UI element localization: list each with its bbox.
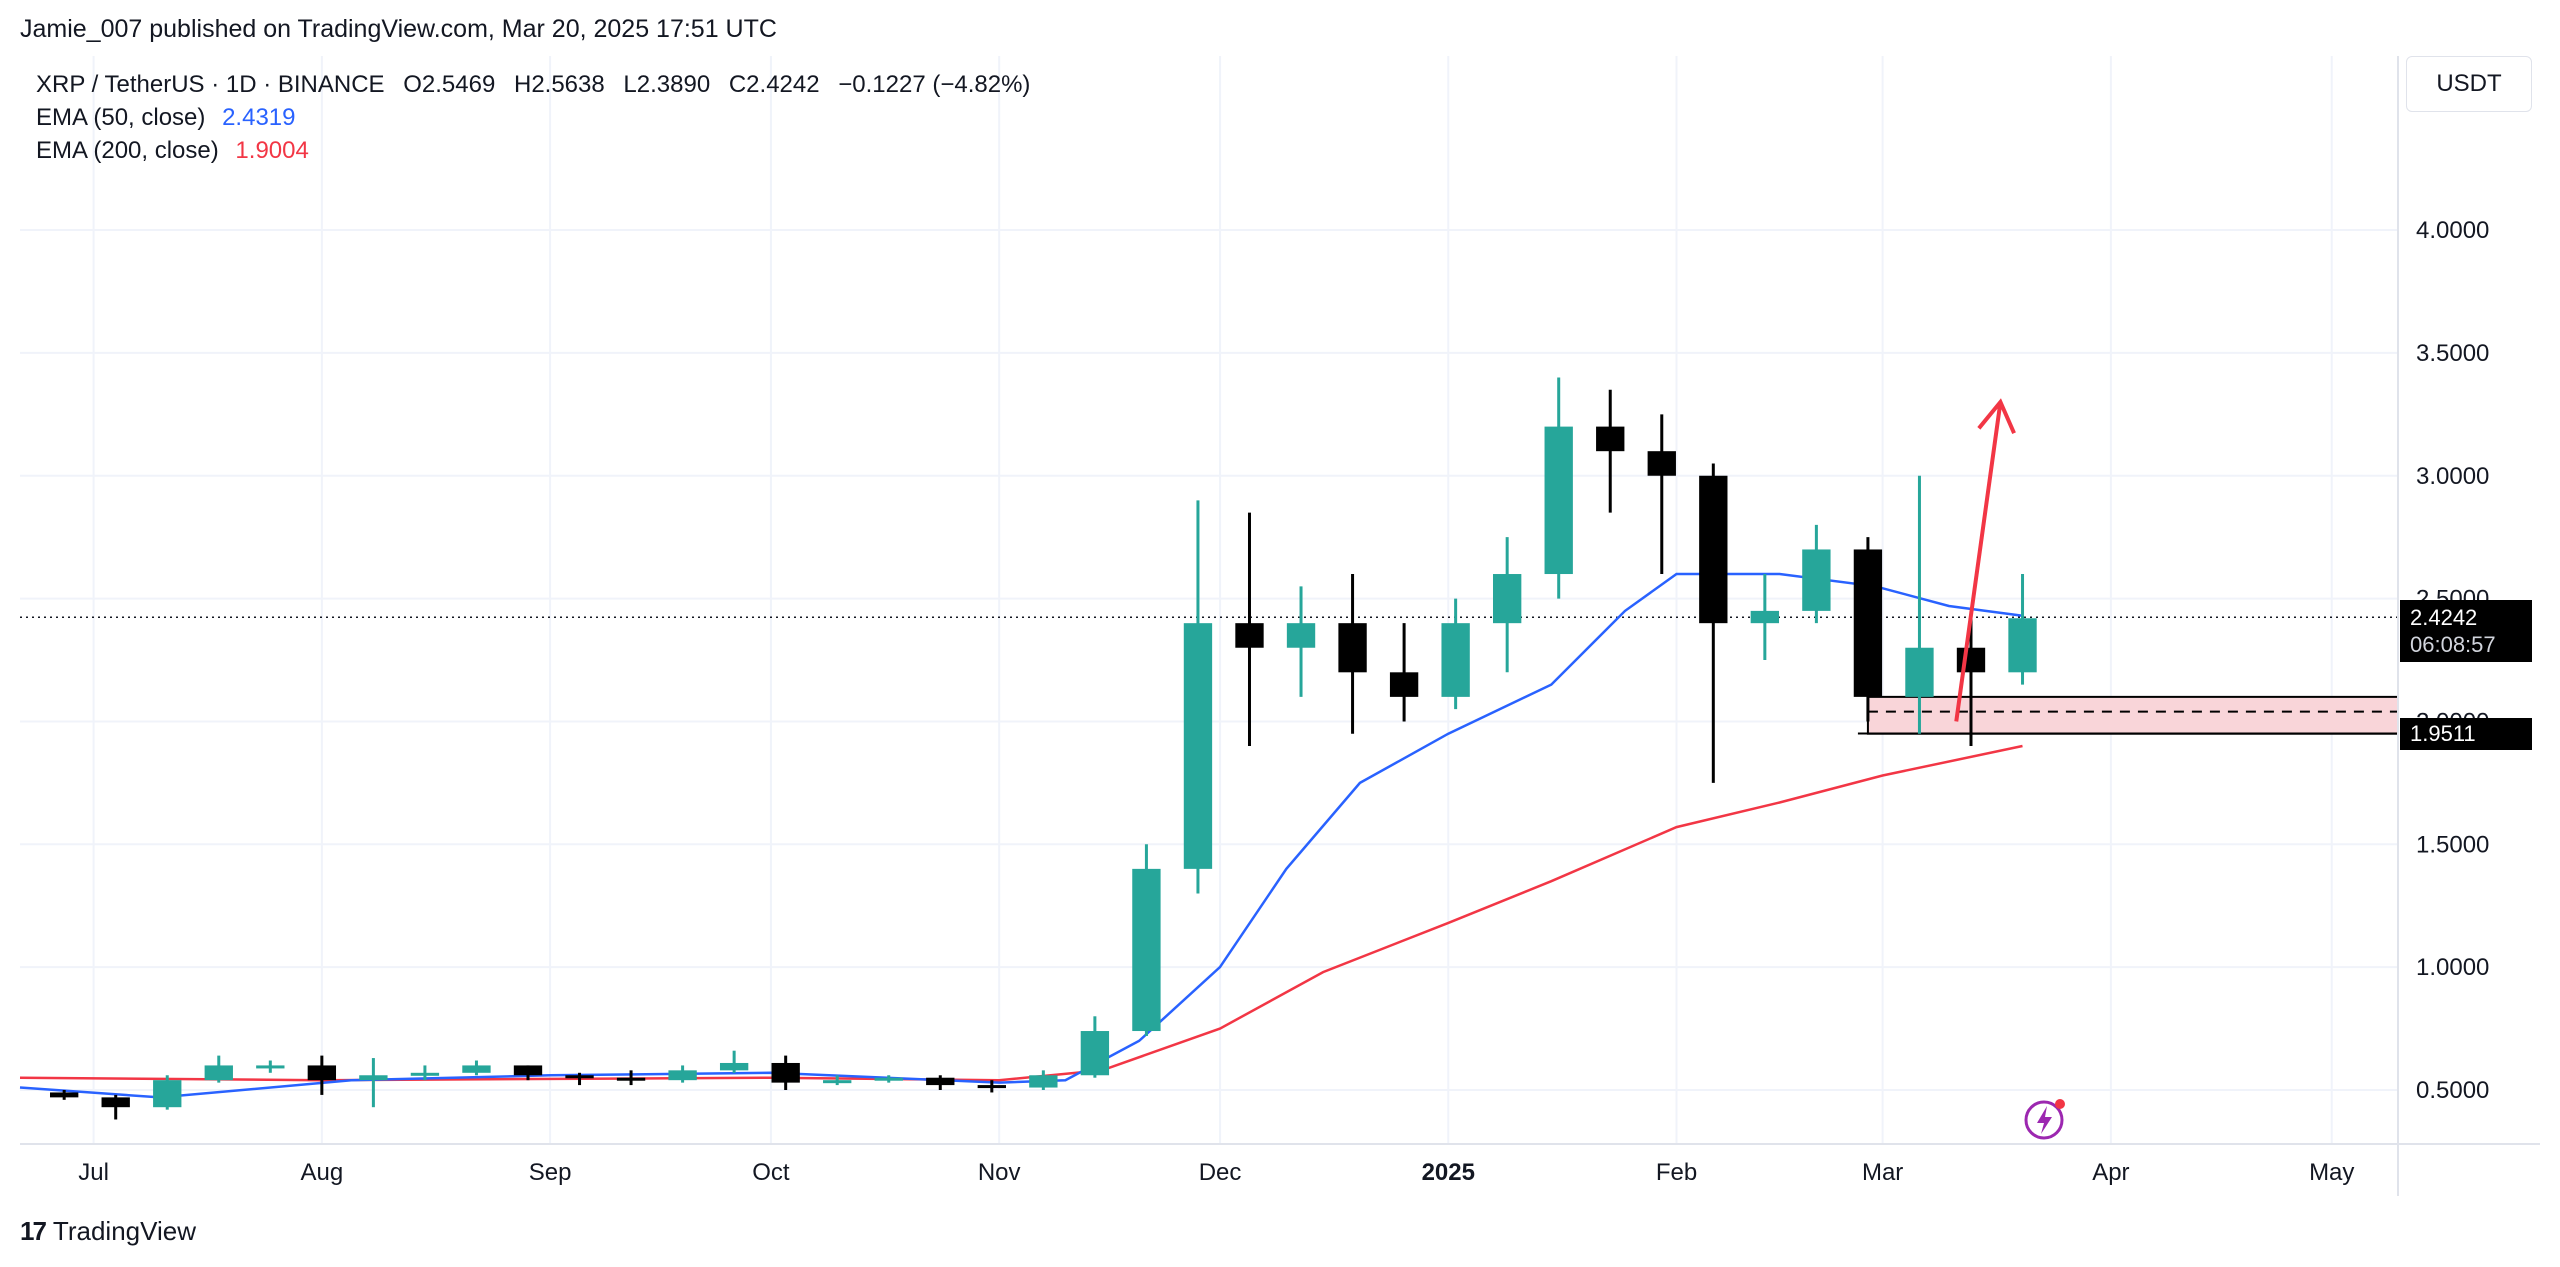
candle-body [1286,623,1316,648]
tradingview-logo[interactable]: 17 TradingView [20,1216,196,1247]
header-bar: Jamie_007 published on TradingView.com, … [0,0,2560,56]
candle-body [359,1075,388,1081]
ema200-line-group [19,744,2023,1082]
candle-body [1183,623,1213,869]
candle-body [50,1092,79,1098]
price-tick-label: 1.0000 [2416,954,2489,981]
last-price-value: 2.4242 [2410,605,2478,630]
price-tick-label: 3.5000 [2416,340,2489,367]
close-value: C2.4242 [728,71,820,98]
ema200-value: 1.9004 [235,137,309,164]
candle-body [1029,1075,1058,1088]
candle-body [1235,623,1264,648]
level-price-tag: 1.9511 [2400,718,2532,750]
candle-body [1699,475,1728,624]
last-price-tag: 2.4242 06:08:57 [2400,600,2532,662]
candle-body [771,1062,800,1083]
candle-body [1080,1031,1110,1076]
candle-body [977,1085,1006,1089]
ema200-label: EMA (200, close) [36,137,219,164]
candle-body [1132,868,1161,1032]
support-zone[interactable] [1857,695,2400,735]
candle-body [1750,610,1780,624]
candle-body [410,1072,440,1076]
change-value: −0.1227 (−4.82%) [838,71,1031,98]
candles [50,377,2037,1120]
time-tick-label: Oct [752,1159,790,1186]
time-tick-label: 2025 [1422,1159,1475,1186]
ema50-label: EMA (50, close) [36,104,206,131]
candle-body [513,1065,543,1076]
candle-body [1956,647,1986,673]
candle-body [565,1075,594,1079]
currency-button[interactable]: USDT [2406,56,2532,112]
open-value: O2.5469 [403,71,496,98]
candle-body [823,1080,852,1084]
time-tick-label: May [2309,1159,2354,1186]
legend-symbol-row: XRP / TetherUS · 1D · BINANCE O2.5469 H2… [36,68,1030,101]
price-tick-label: 0.5000 [2416,1077,2489,1104]
price-tick-label: 1.5000 [2416,831,2489,858]
candle-body [462,1065,491,1073]
candle-body [153,1080,182,1108]
price-tick-label: 4.0000 [2416,217,2489,244]
candle-body [874,1077,903,1081]
tradingview-mark-icon: 17 [20,1216,47,1246]
ema50-value: 2.4319 [222,104,296,131]
time-tick-label: Nov [978,1159,1021,1186]
candle-body [1905,647,1934,697]
arrow-shaft [1954,401,2003,722]
time-tick-label: Sep [529,1159,572,1186]
candle-body [1647,451,1676,476]
candle-body [1853,549,1883,697]
candle-body [204,1065,233,1081]
tradingview-brand: TradingView [52,1216,196,1246]
time-tick-label: Jul [78,1159,109,1186]
time-tick-label: Apr [2092,1159,2129,1186]
ema50-line-group [19,572,2023,1099]
legend-ema200-row[interactable]: EMA (200, close) 1.9004 [36,134,1030,167]
published-info: Jamie_007 published on TradingView.com, … [20,15,777,43]
candle-body [1338,623,1367,673]
high-value: H2.5638 [513,71,605,98]
time-scale[interactable]: Jul Aug Sep Oct Nov Dec 2025 Feb Mar Apr May [78,1159,2354,1186]
ema50-line [19,572,2023,1099]
candle-body [1802,549,1831,611]
candle-body [926,1077,955,1086]
candle-body [307,1065,337,1081]
symbol-label[interactable]: XRP / TetherUS · 1D · BINANCE [36,71,385,98]
candle-body [1544,426,1573,575]
legend: XRP / TetherUS · 1D · BINANCE O2.5469 H2… [36,68,1030,167]
time-tick-label: Dec [1199,1159,1242,1186]
candle-body [668,1070,697,1081]
candle-body [1389,672,1419,697]
lightning-bolt-icon[interactable] [2024,1096,2068,1140]
legend-ema50-row[interactable]: EMA (50, close) 2.4319 [36,101,1030,134]
candle-body [616,1077,646,1081]
price-tick-label: 3.0000 [2416,463,2489,490]
time-tick-label: Feb [1656,1159,1697,1186]
candle-body [256,1065,285,1069]
support-zone-box [1866,695,2400,735]
candle-body [101,1097,130,1108]
bar-countdown: 06:08:57 [2410,632,2496,657]
grid [20,56,2398,1144]
arrow-head [1977,398,2016,434]
trend-arrow[interactable] [1954,398,2016,722]
time-tick-label: Mar [1862,1159,1903,1186]
candle-body [1492,574,1522,624]
candle-body [1596,426,1625,452]
low-value: L2.3890 [623,71,711,98]
ema200-line [19,744,2023,1082]
time-tick-label: Aug [300,1159,343,1186]
candle-body [719,1062,749,1071]
candle-body [2008,618,2037,673]
candle-body [1441,623,1470,697]
